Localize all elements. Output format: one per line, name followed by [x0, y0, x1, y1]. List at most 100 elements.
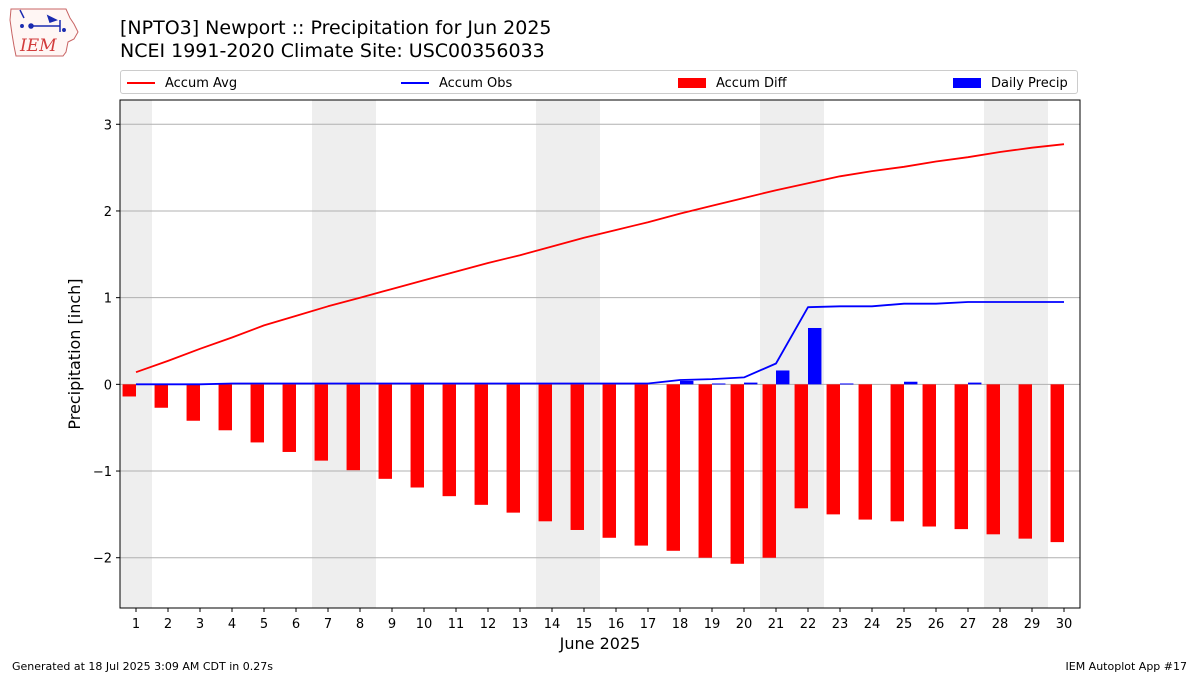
x-tick-label: 8 [356, 617, 364, 632]
legend-item-accum-avg: Accum Avg [127, 74, 237, 92]
y-tick-label: 2 [104, 205, 112, 220]
x-tick-label: 22 [800, 617, 817, 632]
logo-text: IEM [19, 36, 57, 56]
accum-diff-bar [698, 384, 712, 558]
daily-precip-bar [712, 383, 726, 385]
y-tick-label: −1 [93, 465, 112, 480]
series-lines [135, 143, 1065, 386]
x-tick-label: 25 [896, 617, 913, 632]
x-tick-label: 4 [228, 617, 236, 632]
y-tick-label: 3 [104, 118, 112, 133]
x-tick-label: 26 [928, 617, 945, 632]
accum-diff-bar [570, 384, 584, 530]
x-tick-label: 24 [864, 617, 881, 632]
x-tick-label: 10 [416, 617, 433, 632]
accum-diff-bar [186, 384, 200, 421]
accum-diff-bar [922, 384, 936, 527]
iowa-outline-shape [9, 8, 79, 57]
y-tick-label: −2 [93, 552, 112, 567]
accum-avg-line [135, 143, 1065, 374]
legend-item-accum-diff: Accum Diff [678, 74, 787, 92]
accum-diff-bar [314, 384, 328, 461]
x-tick-label: 23 [832, 617, 849, 632]
x-axis-ticks: 1 2 3 4 5 6 7 8 9 10 11 12 13 14 15 16 17 18 19 20 21 22 23 24 2… [132, 608, 1072, 632]
iem-logo: IEM [9, 8, 79, 57]
legend: Accum Avg Accum Obs Accum Diff Daily Pre… [120, 70, 1078, 94]
accum-diff-bar [1050, 384, 1064, 543]
accum-diff-bar [346, 384, 360, 471]
accum-diff-bar [442, 384, 456, 497]
accum-diff-bar [122, 384, 136, 397]
x-axis-label: June 2025 [559, 634, 641, 653]
accum-diff-bar [826, 384, 840, 515]
x-tick-label: 2 [164, 617, 172, 632]
x-tick-label: 12 [480, 617, 497, 632]
accum-diff-bar [602, 384, 616, 538]
plot-frame [119, 99, 1081, 609]
daily-precip-bar [776, 370, 790, 385]
accum-diff-bar [858, 384, 872, 520]
x-tick-label: 14 [544, 617, 561, 632]
x-tick-label: 13 [512, 617, 529, 632]
footer-generated: Generated at 18 Jul 2025 3:09 AM CDT in … [12, 660, 273, 673]
x-tick-label: 21 [768, 617, 785, 632]
legend-swatch-accum-diff [678, 78, 706, 88]
x-tick-label: 9 [388, 617, 396, 632]
x-tick-label: 18 [672, 617, 689, 632]
x-tick-label: 19 [704, 617, 721, 632]
accum-diff-bar [410, 384, 424, 488]
weekend-band [312, 100, 376, 608]
x-tick-label: 17 [640, 617, 657, 632]
y-axis-label: Precipitation [inch] [65, 278, 84, 429]
accum-diff-bar [218, 384, 232, 431]
x-tick-label: 6 [292, 617, 300, 632]
y-tick-label: 1 [104, 292, 112, 307]
daily-precip-bar [968, 382, 982, 385]
footer-app-id: IEM Autoplot App #17 [1065, 660, 1188, 673]
accum-diff-bar [666, 384, 680, 551]
legend-swatch-accum-avg [127, 82, 155, 84]
accum-diff-bar [634, 384, 648, 546]
x-tick-label: 30 [1056, 617, 1073, 632]
legend-label: Accum Diff [716, 75, 787, 91]
x-tick-label: 5 [260, 617, 268, 632]
daily-precip-bar [744, 382, 758, 385]
accum-diff-bar [1018, 384, 1032, 539]
accum-diff-bar [954, 384, 968, 530]
weekend-band [120, 100, 152, 608]
accum-diff-bar [730, 384, 744, 564]
accum-diff-bar [762, 384, 776, 558]
x-tick-label: 15 [576, 617, 593, 632]
daily-precip-bar [680, 380, 694, 385]
accum-diff-bar [154, 384, 168, 408]
bars [122, 327, 1064, 564]
legend-swatch-accum-obs [401, 82, 429, 84]
legend-label: Accum Avg [165, 75, 238, 91]
x-tick-label: 7 [324, 617, 332, 632]
accum-diff-bar [506, 384, 520, 513]
accum-diff-bar [890, 384, 904, 522]
x-tick-label: 1 [132, 617, 140, 632]
daily-precip-bar [904, 381, 918, 385]
legend-label: Daily Precip [991, 75, 1068, 91]
x-tick-label: 29 [1024, 617, 1041, 632]
y-tick-label: 0 [104, 378, 112, 393]
legend-item-daily-precip: Daily Precip [953, 74, 1068, 92]
weather-station-icon [19, 9, 66, 32]
x-tick-label: 16 [608, 617, 625, 632]
x-tick-label: 11 [448, 617, 465, 632]
weekend-bands [120, 100, 1048, 608]
legend-swatch-daily-precip [953, 78, 981, 88]
x-tick-label: 28 [992, 617, 1009, 632]
legend-item-accum-obs: Accum Obs [401, 74, 512, 92]
daily-precip-bar [840, 383, 854, 385]
accum-obs-line [136, 301, 1064, 386]
y-axis-ticks: −2 −1 0 1 2 3 [93, 118, 120, 567]
daily-precip-bar [808, 327, 822, 385]
accum-diff-bar [474, 384, 488, 505]
accum-diff-bar [538, 384, 552, 522]
weekend-band [536, 100, 600, 608]
chart-title: [NPTO3] Newport :: Precipitation for Jun… [120, 17, 552, 39]
accum-diff-bar [986, 384, 1000, 535]
